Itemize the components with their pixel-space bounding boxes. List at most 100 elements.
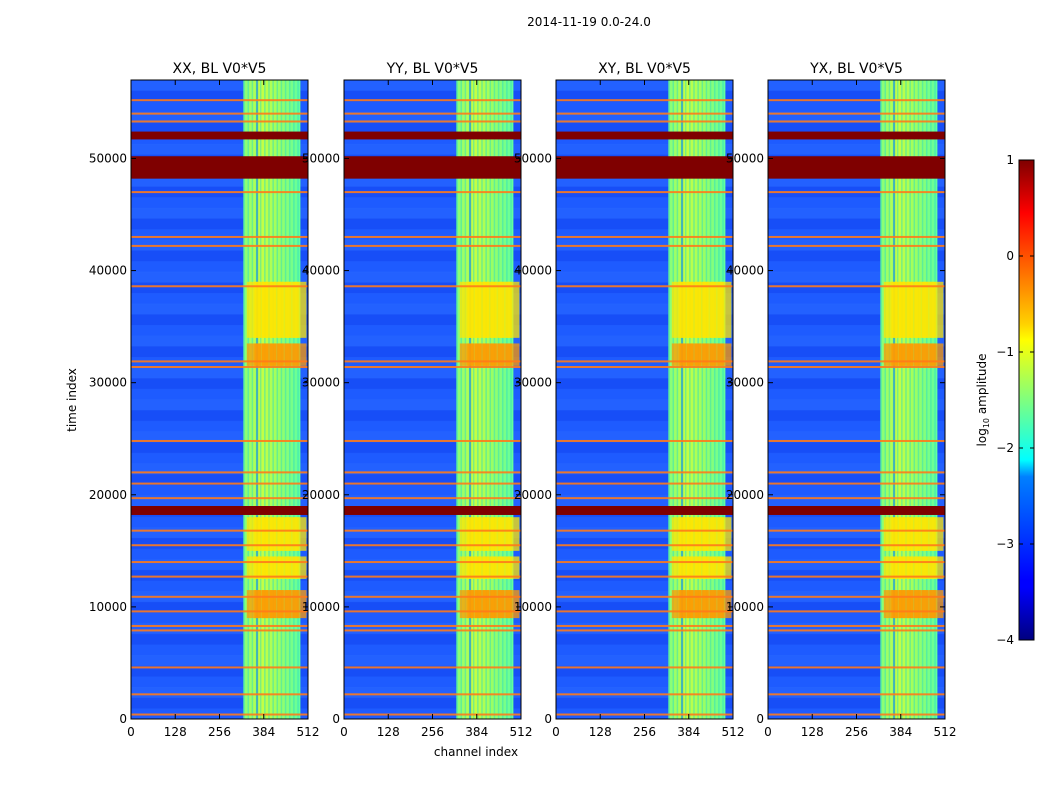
flag-line xyxy=(131,235,308,238)
heatmap-noise-row xyxy=(344,303,521,315)
flag-line xyxy=(556,595,733,598)
y-tick-label: 40000 xyxy=(89,264,127,278)
y-tick-label: 50000 xyxy=(726,151,764,165)
flag-line xyxy=(768,610,945,613)
heatmap-panel-1: XX, BL V0*V5 0 128 256 384 512 0 10000 20000 3000… xyxy=(89,61,320,739)
band-channel-stripe xyxy=(481,80,483,719)
heatmap-noise-row xyxy=(344,474,521,486)
heatmap-noise-row xyxy=(344,548,521,560)
flag-line xyxy=(131,497,308,500)
panel-title: YX, BL V0*V5 xyxy=(809,61,903,77)
flag-line xyxy=(131,544,308,547)
flag-line xyxy=(556,497,733,500)
heatmap-noise-row xyxy=(556,282,733,294)
heatmap-image xyxy=(131,80,308,719)
heatmap-panel-4: YX, BL V0*V5 0 128 256 384 512 0 10000 20000 3000… xyxy=(726,61,957,739)
heatmap-noise-row xyxy=(556,293,733,305)
flag-line xyxy=(131,99,308,102)
flag-line xyxy=(344,360,521,363)
colorbar-tick-label: 0 xyxy=(1006,249,1014,263)
flag-line xyxy=(768,439,945,442)
heatmap-noise-row xyxy=(768,442,945,454)
band-channel-stripe xyxy=(259,80,262,719)
rfi-block xyxy=(505,556,520,579)
flag-line xyxy=(131,629,308,632)
flag-line xyxy=(556,471,733,474)
flag-line xyxy=(344,693,521,696)
flag-line xyxy=(131,482,308,485)
band-channel-stripe xyxy=(713,80,716,719)
flag-line xyxy=(344,595,521,598)
band-channel-stripe xyxy=(684,80,687,719)
heatmap-noise-row xyxy=(131,335,308,347)
saturated-band xyxy=(344,156,521,179)
heatmap-noise-row xyxy=(556,356,733,369)
heatmap-noise-row xyxy=(768,665,945,677)
heatmap-noise-row xyxy=(131,601,308,613)
heatmap-noise-row xyxy=(344,399,521,411)
band-channel-stripe xyxy=(913,80,916,719)
heatmap-noise-row xyxy=(556,314,733,326)
heatmap-noise-row xyxy=(768,207,945,219)
rfi-block xyxy=(505,517,520,551)
heatmap-noise-row xyxy=(344,261,521,273)
y-tick-label: 20000 xyxy=(302,488,340,502)
heatmap-noise-row xyxy=(131,293,308,305)
y-tick-label: 50000 xyxy=(302,151,340,165)
heatmap-noise-row xyxy=(344,655,521,667)
flag-line xyxy=(556,120,733,123)
band-channel-stripe xyxy=(477,80,479,719)
heatmap-noise-row xyxy=(344,697,521,709)
flag-line xyxy=(556,629,733,632)
x-tick-label: 256 xyxy=(421,725,444,739)
flag-line xyxy=(556,544,733,547)
heatmap-noise-row xyxy=(768,687,945,699)
heatmap-noise-row xyxy=(556,612,733,624)
heatmap-noise-row xyxy=(768,90,945,102)
heatmap-noise-row xyxy=(131,111,308,124)
band-channel-stripe xyxy=(668,80,670,719)
heatmap-noise-row xyxy=(556,580,733,592)
flag-line xyxy=(556,693,733,696)
y-tick-label: 40000 xyxy=(302,264,340,278)
flag-line xyxy=(556,575,733,578)
heatmap-noise-row xyxy=(131,282,308,294)
heatmap-noise-row xyxy=(768,612,945,624)
band-channel-stripe xyxy=(901,80,903,719)
heatmap-noise-row xyxy=(768,367,945,379)
colorbar-gradient xyxy=(1018,159,1035,641)
heatmap-noise-row xyxy=(556,601,733,613)
flag-line xyxy=(768,529,945,532)
x-tick-label: 128 xyxy=(801,725,824,739)
heatmap-noise-row xyxy=(131,314,308,326)
heatmap-noise-row xyxy=(344,580,521,592)
heatmap-noise-row xyxy=(768,80,945,92)
flag-line xyxy=(768,629,945,632)
band-channel-stripe xyxy=(884,80,887,719)
band-channel-stripe xyxy=(280,80,283,719)
heatmap-noise-row xyxy=(768,655,945,667)
flag-line xyxy=(344,471,521,474)
heatmap-noise-row xyxy=(556,633,733,645)
heatmap-noise-row xyxy=(344,495,521,507)
x-tick-label: 384 xyxy=(465,725,488,739)
heatmap-noise-row xyxy=(556,655,733,667)
heatmap-noise-row xyxy=(131,420,308,432)
heatmap-noise-row xyxy=(344,282,521,294)
heatmap-noise-row xyxy=(344,442,521,454)
heatmap-noise-row xyxy=(344,101,521,113)
flag-line xyxy=(131,439,308,442)
band-channel-stripe xyxy=(510,80,512,719)
flag-line xyxy=(768,595,945,598)
y-tick-label: 0 xyxy=(544,712,552,726)
flag-line xyxy=(131,285,308,288)
heatmap-noise-row xyxy=(131,356,308,369)
flag-line xyxy=(344,666,521,669)
heatmap-noise-row xyxy=(556,420,733,432)
heatmap-noise-row xyxy=(768,527,945,539)
heatmap-noise-row xyxy=(344,250,521,262)
heatmap-noise-row xyxy=(556,665,733,677)
colorbar-label-suffix: amplitude xyxy=(975,354,989,418)
flag-line xyxy=(131,360,308,363)
heatmap-noise-row xyxy=(344,559,521,571)
